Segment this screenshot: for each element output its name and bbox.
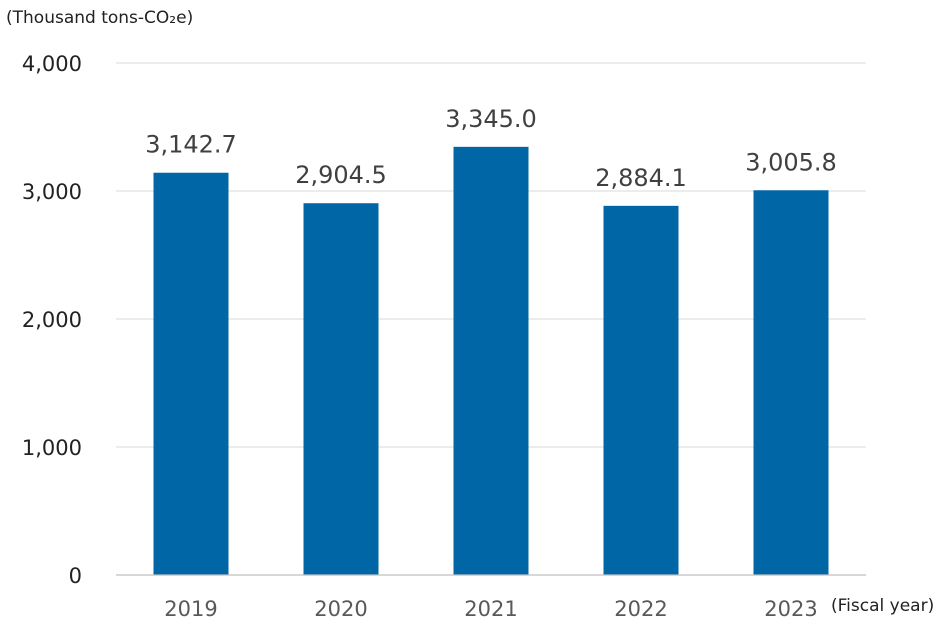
- y-tick-label: 0: [69, 564, 82, 588]
- y-tick-label: 1,000: [22, 436, 82, 460]
- x-tick-label-2021: 2021: [464, 597, 517, 621]
- bar-2019: [153, 172, 229, 575]
- data-label-2023: 3,005.8: [745, 148, 837, 176]
- data-label-2022: 2,884.1: [595, 164, 687, 192]
- data-label-2021: 3,345.0: [445, 105, 537, 133]
- data-labels: 3,142.7 2,904.5 3,345.0 2,884.1 3,005.8: [145, 105, 837, 192]
- y-tick-label: 3,000: [22, 180, 82, 204]
- y-axis-unit-label: (Thousand tons-CO₂e): [6, 8, 194, 28]
- bar-2020: [303, 203, 379, 575]
- data-label-2020: 2,904.5: [295, 161, 387, 189]
- x-tick-label-2023: 2023: [764, 597, 817, 621]
- bar-2021: [453, 146, 529, 575]
- y-tick-label: 2,000: [22, 308, 82, 332]
- bars: [153, 146, 829, 575]
- y-tick-label: 4,000: [22, 52, 82, 76]
- x-tick-labels: 2019 2020 2021 2022 2023: [164, 597, 817, 621]
- bar-2023: [753, 190, 829, 575]
- y-tick-labels: 0 1,000 2,000 3,000 4,000: [22, 52, 82, 588]
- x-axis-unit-label: (Fiscal year): [831, 596, 935, 616]
- bar-2022: [603, 205, 679, 575]
- data-label-2019: 3,142.7: [145, 131, 237, 159]
- x-tick-label-2022: 2022: [614, 597, 667, 621]
- x-tick-label-2020: 2020: [314, 597, 367, 621]
- x-tick-label-2019: 2019: [164, 597, 217, 621]
